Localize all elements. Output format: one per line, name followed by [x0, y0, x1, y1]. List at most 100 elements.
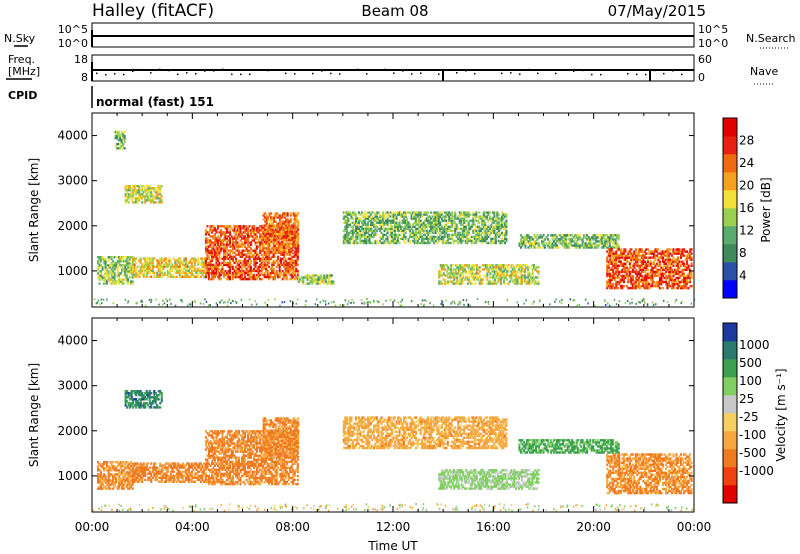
echo-cell: [187, 269, 190, 272]
echo-cell: [493, 219, 496, 222]
echo-cell: [649, 284, 652, 288]
echo-cell: [123, 136, 126, 140]
echo-cell: [330, 282, 333, 285]
echo-cell: [148, 267, 151, 270]
echo-cell: [551, 234, 554, 237]
echo-cell: [482, 227, 485, 230]
echo-cell: [250, 261, 253, 265]
echo-cell: [639, 286, 642, 290]
echo-cell: [418, 211, 421, 214]
echo-cell: [209, 239, 212, 242]
echo-cell: [655, 282, 658, 286]
echo-cell: [128, 256, 131, 259]
echo-cell: [260, 267, 263, 271]
echo-cell: [196, 267, 199, 270]
echo-cell: [615, 250, 618, 253]
echo-cell: [463, 268, 466, 271]
echo-cell: [280, 250, 283, 254]
echo-cell: [184, 273, 187, 276]
echo-cell: [485, 217, 488, 220]
echo-cell: [253, 231, 256, 234]
echo-cell: [493, 270, 496, 273]
echo-cell: [663, 276, 666, 280]
echo-cell: [159, 189, 162, 192]
echo-cell: [403, 229, 406, 232]
echo-cell: [562, 234, 565, 237]
echo-cell: [210, 271, 213, 275]
echo-cell: [277, 246, 280, 250]
echo-cell: [286, 244, 289, 248]
echo-cell: [494, 237, 497, 241]
echo-cell: [633, 270, 636, 274]
echo-cell: [615, 270, 618, 274]
echo-cell: [690, 252, 693, 255]
echo-cell: [404, 227, 407, 230]
nave-dot: [501, 72, 503, 75]
echo-cell: [442, 239, 445, 243]
echo-cell: [236, 245, 239, 248]
echo-cell: [654, 282, 657, 286]
echo-cell: [359, 213, 362, 216]
echo-cell: [559, 242, 562, 245]
echo-cell: [572, 244, 575, 247]
echo-cell: [207, 275, 210, 279]
echo-cell: [576, 304, 578, 307]
echo-cell: [225, 243, 228, 246]
echo-cell: [269, 257, 272, 260]
echo-cell: [447, 276, 450, 279]
echo-cell: [163, 263, 166, 266]
echo-cell: [238, 265, 241, 269]
echo-cell: [133, 191, 136, 194]
echo-cell: [469, 219, 472, 222]
echo-cell: [353, 213, 356, 216]
echo-cell: [446, 235, 449, 239]
echo-cell: [686, 256, 689, 259]
echo-cell: [127, 197, 130, 200]
echo-cell: [371, 215, 374, 218]
nave-dot: [600, 73, 602, 76]
echo-cell: [215, 245, 218, 248]
echo-cell: [465, 270, 468, 273]
echo-cell: [488, 233, 491, 237]
echo-cell: [227, 225, 230, 228]
echo-cell: [619, 280, 622, 284]
echo-cell: [374, 223, 377, 226]
echo-cell: [207, 263, 210, 267]
echo-cell: [154, 197, 157, 200]
echo-cell: [480, 278, 483, 281]
echo-cell: [110, 278, 113, 281]
echo-cell: [283, 275, 286, 279]
echo-cell: [681, 252, 684, 255]
echo-cell: [266, 273, 269, 277]
echo-cell: [418, 225, 421, 228]
echo-cell: [456, 278, 459, 281]
echo-cell: [196, 263, 199, 266]
echo-cell: [259, 225, 262, 228]
echo-cell: [676, 262, 679, 265]
echo-cell: [239, 235, 242, 238]
echo-cell: [686, 282, 689, 286]
echo-cell: [273, 230, 276, 233]
echo-cell: [666, 286, 669, 290]
echo-cell: [448, 272, 451, 275]
echo-cell: [496, 272, 499, 275]
echo-cell: [528, 274, 531, 277]
echo-cell: [675, 248, 678, 251]
echo-cell: [616, 276, 619, 280]
echo-cell: [235, 239, 238, 242]
echo-cell: [499, 223, 502, 226]
echo-cell: [356, 225, 359, 228]
echo-cell: [436, 211, 439, 214]
echo-cell: [686, 286, 689, 290]
echo-cell: [533, 264, 536, 267]
echo-cell: [265, 265, 268, 269]
echo-cell: [475, 241, 478, 245]
echo-cell: [201, 273, 204, 276]
echo-cell: [283, 214, 286, 217]
echo-cell: [128, 260, 131, 263]
echo-cell: [178, 269, 181, 272]
echo-cell: [148, 269, 151, 272]
echo-cell: [327, 274, 330, 277]
echo-cell: [478, 239, 481, 243]
echo-cell: [145, 273, 148, 276]
